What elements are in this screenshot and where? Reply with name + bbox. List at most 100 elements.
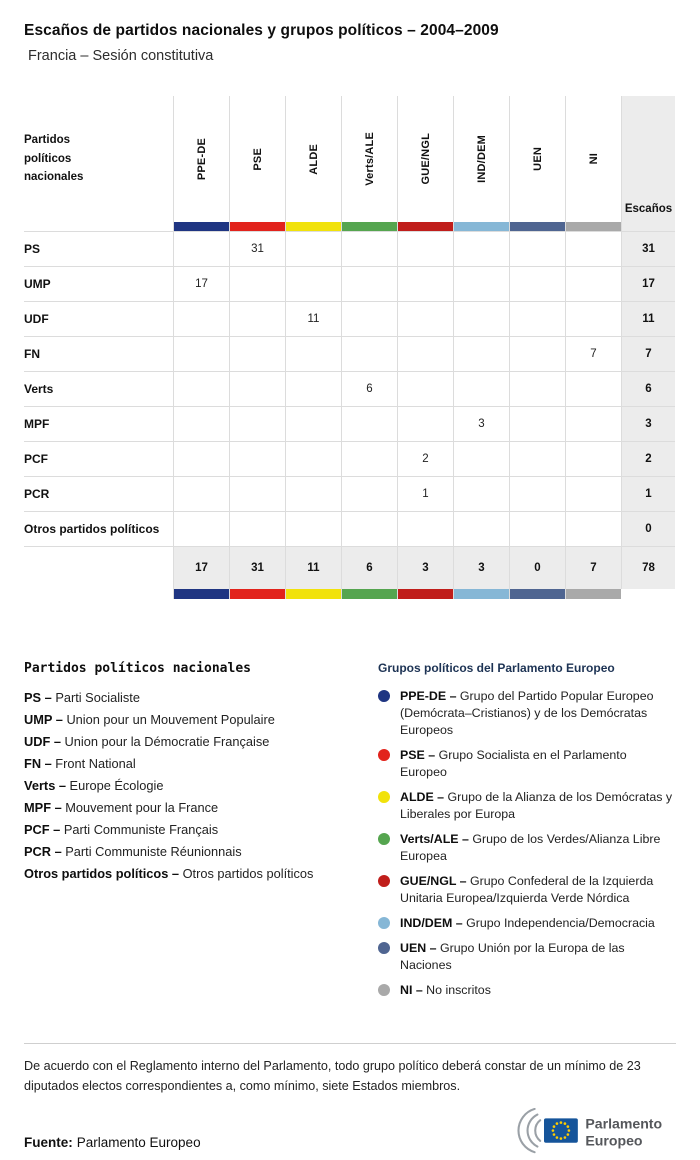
group-color-dot bbox=[378, 791, 390, 803]
legends: Partidos políticos nacionales PS – Parti… bbox=[24, 661, 676, 1007]
group-legend-text: IND/DEM – Grupo Independencia/Democracia bbox=[400, 916, 655, 930]
seat-value bbox=[509, 267, 565, 302]
party-legend-item: Otros partidos políticos – Otros partido… bbox=[24, 863, 360, 885]
group-total: 0 bbox=[509, 547, 565, 589]
seat-value bbox=[509, 302, 565, 337]
seat-value bbox=[397, 267, 453, 302]
seat-value bbox=[173, 442, 229, 477]
party-legend-item: PCR – Parti Communiste Réunionnais bbox=[24, 841, 360, 863]
seat-value bbox=[397, 302, 453, 337]
seat-value bbox=[285, 372, 341, 407]
party-legend-item: MPF – Mouvement pour la France bbox=[24, 797, 360, 819]
party-legend-item: UMP – Union pour un Mouvement Populaire bbox=[24, 709, 360, 731]
seat-value: 3 bbox=[453, 407, 509, 442]
seat-value bbox=[341, 267, 397, 302]
color-bar-ind-dem bbox=[453, 589, 509, 599]
column-header-label: ALDE bbox=[307, 143, 320, 175]
group-legend-text: Verts/ALE – Grupo de los Verdes/Alianza … bbox=[400, 832, 661, 863]
seat-value bbox=[173, 372, 229, 407]
seat-value bbox=[341, 407, 397, 442]
footnote-text: De acuerdo con el Reglamento interno del… bbox=[24, 1059, 641, 1093]
seat-value bbox=[229, 512, 285, 547]
group-legend-text: PPE-DE – Grupo del Partido Popular Europ… bbox=[400, 689, 654, 737]
seat-value bbox=[173, 512, 229, 547]
source-line: Fuente: Parlamento Europeo bbox=[24, 1135, 201, 1150]
seat-value bbox=[397, 512, 453, 547]
color-bar-pse bbox=[229, 222, 285, 232]
party-total-seats: 6 bbox=[621, 372, 675, 407]
bar-row-spacer bbox=[621, 589, 675, 599]
seat-value: 7 bbox=[565, 337, 621, 372]
seat-value bbox=[341, 337, 397, 372]
page-title: Escaños de partidos nacionales y grupos … bbox=[24, 22, 499, 39]
group-legend-text: NI – No inscritos bbox=[400, 983, 491, 997]
seat-value bbox=[565, 302, 621, 337]
seat-value: 11 bbox=[285, 302, 341, 337]
party-abbr: UDF – bbox=[24, 734, 65, 749]
seat-value bbox=[565, 232, 621, 267]
seat-value bbox=[397, 372, 453, 407]
group-legend-text: GUE/NGL – Grupo Confederal de la Izquier… bbox=[400, 874, 654, 905]
group-abbr: PSE – bbox=[400, 748, 439, 762]
color-bar-verts-ale bbox=[341, 222, 397, 232]
seat-value bbox=[285, 407, 341, 442]
party-abbr: UMP – bbox=[24, 712, 67, 727]
page-subtitle: Francia – Sesión constitutiva bbox=[28, 48, 214, 64]
party-name: MPF bbox=[24, 407, 173, 442]
column-header-label: IND/DEM bbox=[475, 135, 488, 183]
party-name: UMP bbox=[24, 267, 173, 302]
party-full-name: Union pour la Démocratie Française bbox=[64, 734, 270, 749]
bar-row-spacer bbox=[24, 589, 173, 599]
color-bar-alde bbox=[285, 589, 341, 599]
group-legend-item: UEN – Grupo Unión por la Europa de las N… bbox=[378, 940, 676, 974]
column-header-gue-ngl: GUE/NGL bbox=[397, 96, 453, 222]
seat-value bbox=[509, 477, 565, 512]
party-abbr: PS – bbox=[24, 690, 56, 705]
column-header-verts-ale: Verts/ALE bbox=[341, 96, 397, 222]
seat-value bbox=[285, 512, 341, 547]
group-color-dot bbox=[378, 942, 390, 954]
eu-flag-icon bbox=[544, 1118, 578, 1143]
seat-value bbox=[397, 407, 453, 442]
party-name: Verts bbox=[24, 372, 173, 407]
column-header-ni: NI bbox=[565, 96, 621, 222]
party-legend: Partidos políticos nacionales PS – Parti… bbox=[24, 661, 360, 1007]
ep-logo-graphic: Parlamento Europeo bbox=[517, 1107, 663, 1154]
party-legend-item: PS – Parti Socialiste bbox=[24, 687, 360, 709]
party-abbr: Verts – bbox=[24, 778, 70, 793]
color-bar-gue-ngl bbox=[397, 589, 453, 599]
column-header-label: PSE bbox=[251, 147, 264, 171]
seat-value bbox=[509, 442, 565, 477]
seat-value bbox=[173, 407, 229, 442]
group-total: 11 bbox=[285, 547, 341, 589]
group-color-dot bbox=[378, 984, 390, 996]
seat-value bbox=[453, 442, 509, 477]
party-name: PCR bbox=[24, 477, 173, 512]
seat-value bbox=[341, 232, 397, 267]
seat-value: 2 bbox=[397, 442, 453, 477]
group-color-dot bbox=[378, 833, 390, 845]
color-bar-uen bbox=[509, 222, 565, 232]
seat-value: 1 bbox=[397, 477, 453, 512]
seat-value bbox=[229, 407, 285, 442]
group-legend-list: PPE-DE – Grupo del Partido Popular Europ… bbox=[378, 688, 676, 999]
party-full-name: Otros partidos políticos bbox=[182, 866, 314, 881]
seat-value bbox=[453, 337, 509, 372]
color-bar-ppe-de bbox=[173, 222, 229, 232]
party-full-name: Front National bbox=[55, 756, 136, 771]
seat-value bbox=[173, 302, 229, 337]
group-legend-text: ALDE – Grupo de la Alianza de los Demócr… bbox=[400, 790, 673, 821]
seat-value bbox=[453, 267, 509, 302]
seat-value bbox=[453, 512, 509, 547]
seat-value: 17 bbox=[173, 267, 229, 302]
seat-value bbox=[565, 267, 621, 302]
group-legend-item: Verts/ALE – Grupo de los Verdes/Alianza … bbox=[378, 831, 676, 865]
color-bar-ind-dem bbox=[453, 222, 509, 232]
party-name: PCF bbox=[24, 442, 173, 477]
group-total: 6 bbox=[341, 547, 397, 589]
seat-value bbox=[453, 302, 509, 337]
group-abbr: GUE/NGL – bbox=[400, 874, 470, 888]
seat-value bbox=[341, 512, 397, 547]
group-legend-item: IND/DEM – Grupo Independencia/Democracia bbox=[378, 915, 676, 932]
party-name: PS bbox=[24, 232, 173, 267]
